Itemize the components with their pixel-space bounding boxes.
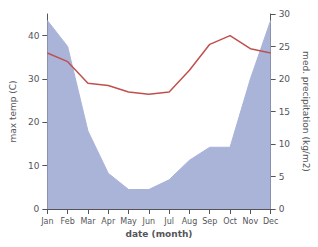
svg-text:30: 30 <box>28 74 40 84</box>
svg-text:Feb: Feb <box>61 217 75 226</box>
svg-text:20: 20 <box>279 74 291 84</box>
svg-text:Apr: Apr <box>101 217 116 226</box>
svg-text:5: 5 <box>279 172 285 182</box>
svg-text:Mar: Mar <box>80 217 96 226</box>
svg-text:20: 20 <box>28 117 40 127</box>
svg-text:10: 10 <box>279 139 291 149</box>
svg-text:Sep: Sep <box>202 217 217 226</box>
svg-text:Dec: Dec <box>263 217 278 226</box>
svg-text:0: 0 <box>34 204 40 214</box>
svg-text:Nov: Nov <box>243 217 259 226</box>
svg-text:15: 15 <box>279 107 290 117</box>
svg-text:Aug: Aug <box>182 217 198 226</box>
svg-text:med. precipitation (kg/m2): med. precipitation (kg/m2) <box>301 51 311 172</box>
svg-text:max temp (C): max temp (C) <box>8 80 18 142</box>
svg-text:40: 40 <box>28 31 40 41</box>
svg-text:Jan: Jan <box>40 217 53 226</box>
svg-text:Jul: Jul <box>163 217 174 226</box>
svg-text:date (month): date (month) <box>126 229 193 239</box>
svg-text:0: 0 <box>279 204 285 214</box>
svg-text:10: 10 <box>28 161 40 171</box>
svg-text:Jun: Jun <box>142 217 156 226</box>
svg-text:May: May <box>120 217 137 226</box>
svg-text:25: 25 <box>279 42 290 52</box>
svg-text:30: 30 <box>279 9 291 19</box>
svg-text:Oct: Oct <box>223 217 237 226</box>
